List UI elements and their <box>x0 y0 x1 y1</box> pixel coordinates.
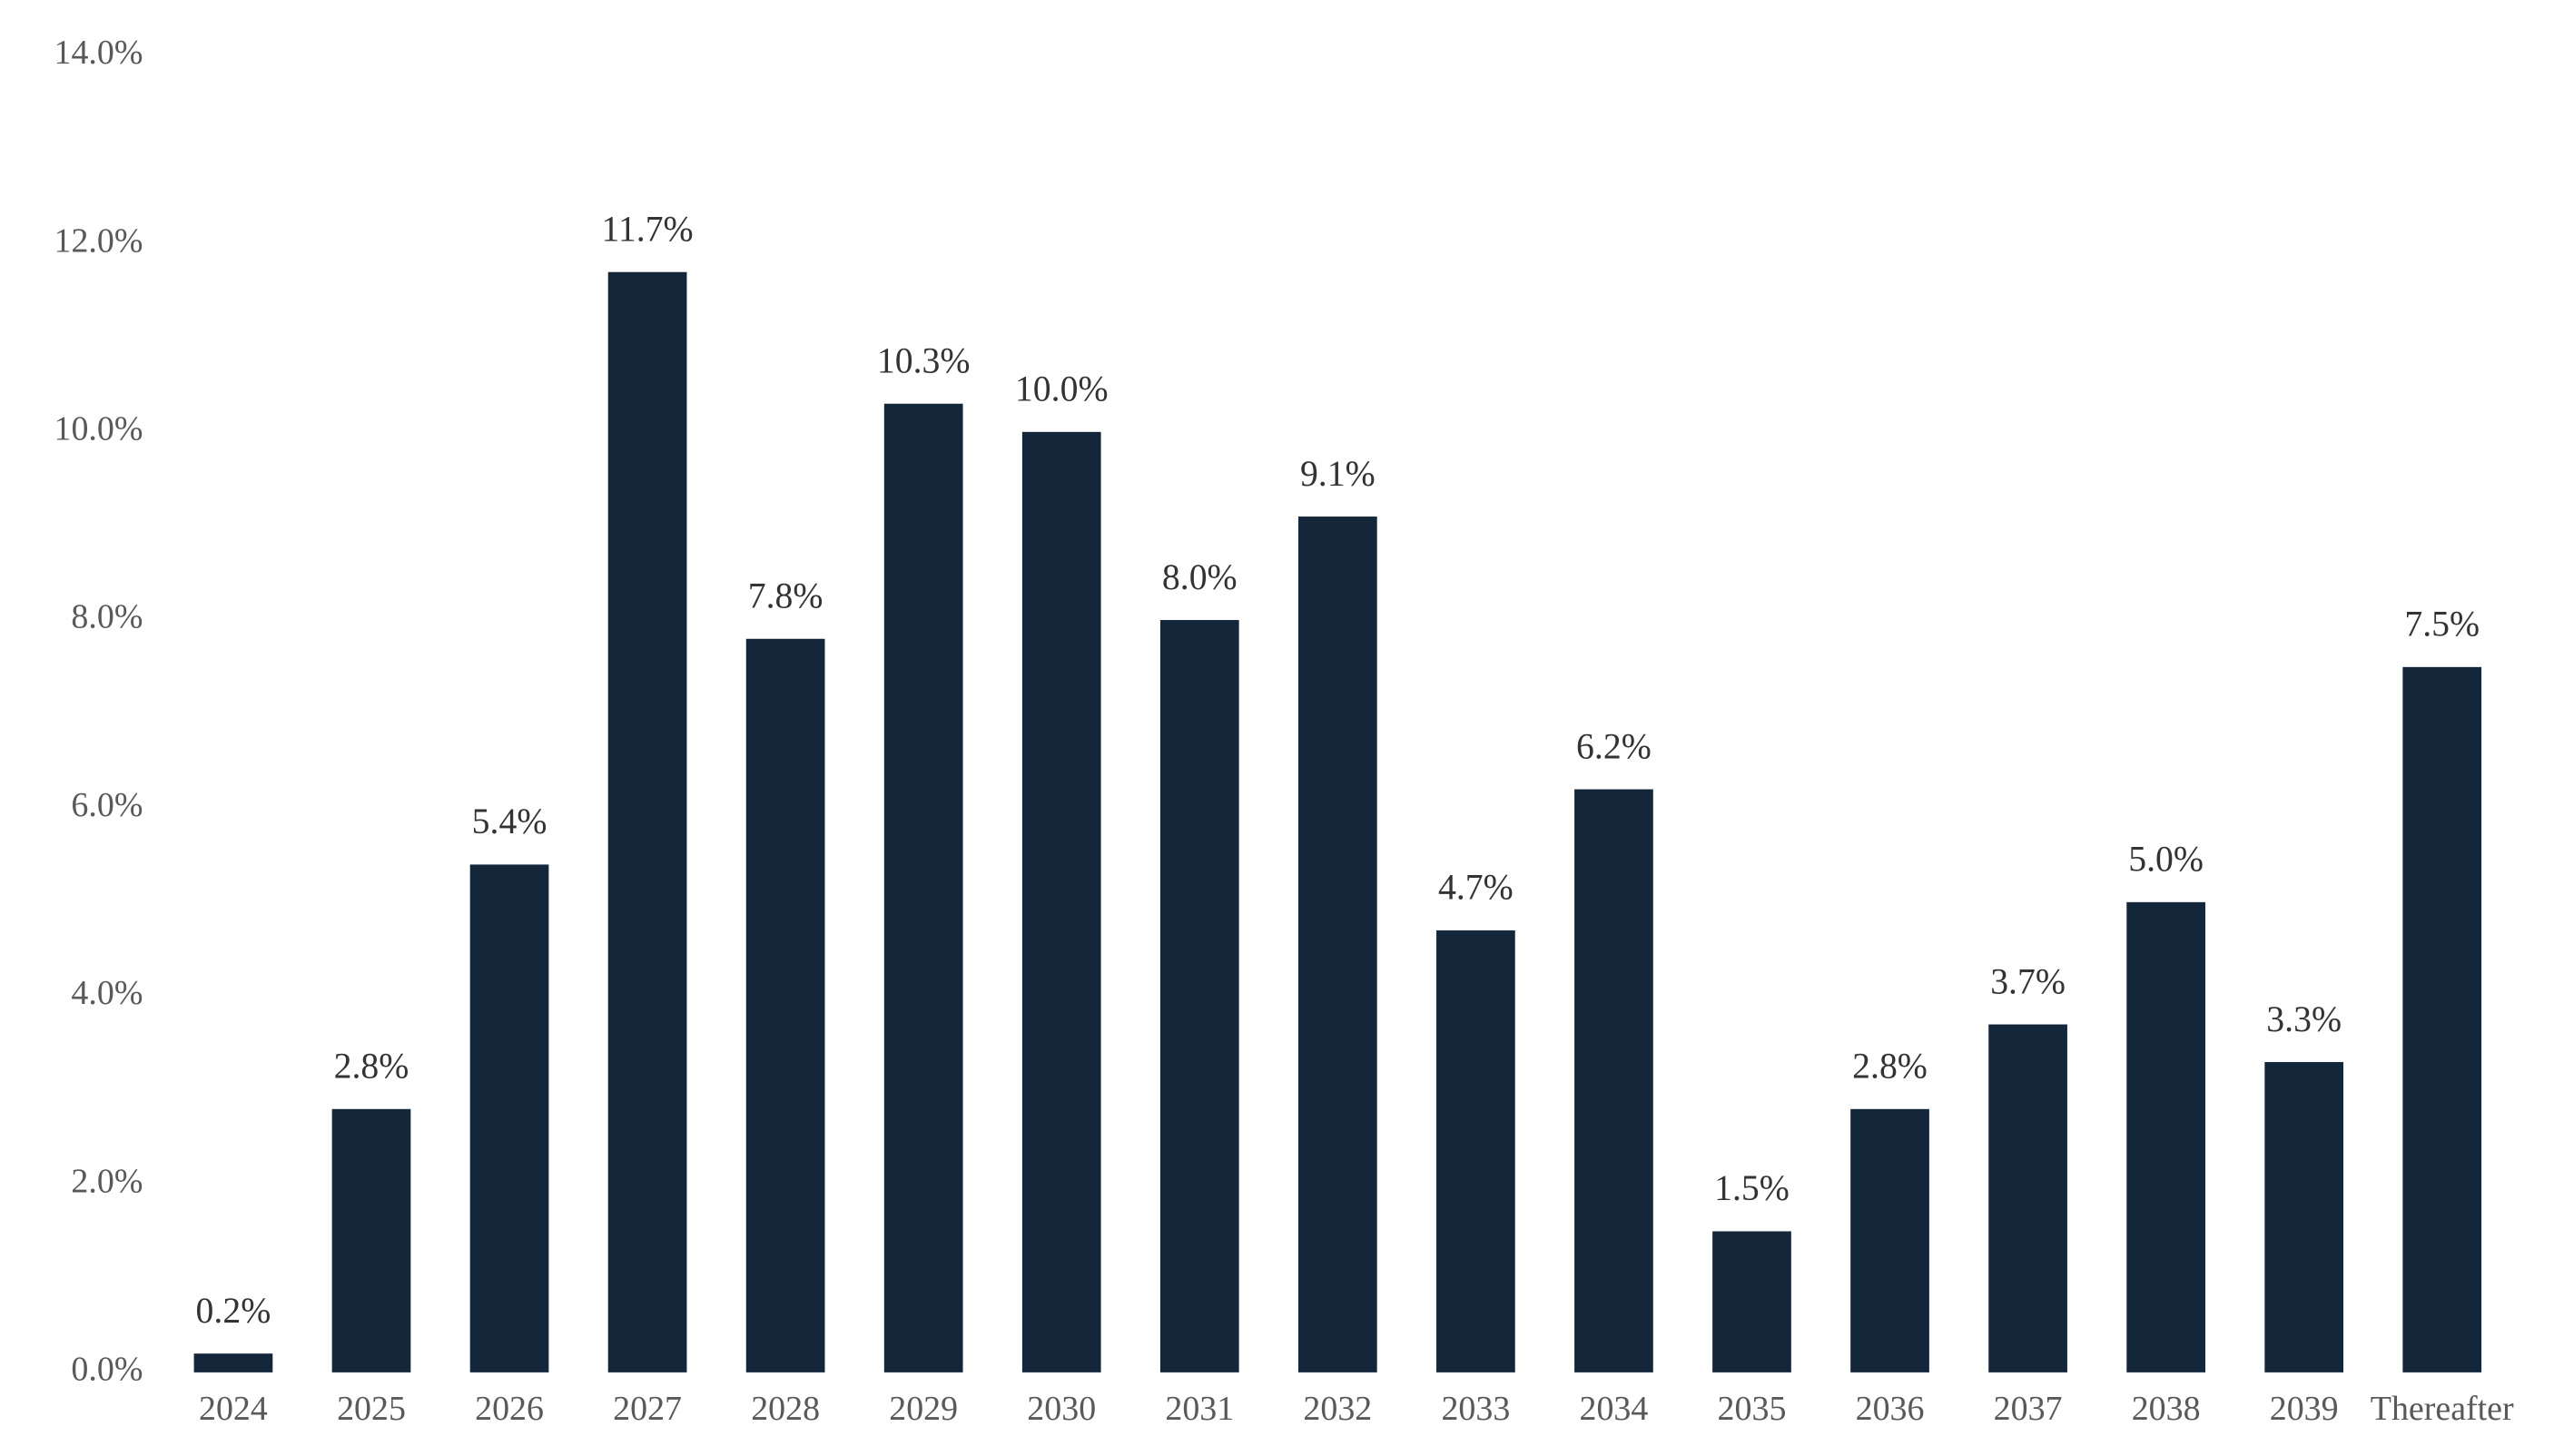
x-tick-label: 2031 <box>1165 1390 1234 1428</box>
value-label: 4.7% <box>1438 868 1514 908</box>
value-label: 5.4% <box>472 802 547 841</box>
value-label: 6.2% <box>1576 726 1652 766</box>
value-label: 2.8% <box>1852 1047 1928 1087</box>
bar <box>2402 666 2482 1372</box>
x-tick-label: 2037 <box>1994 1390 2063 1428</box>
bar <box>1574 789 1653 1372</box>
y-tick-label: 0.0% <box>71 1351 143 1389</box>
x-tick-label: 2036 <box>1856 1390 1925 1428</box>
bar <box>2264 1061 2344 1372</box>
value-label: 5.0% <box>2128 840 2204 880</box>
bar <box>1436 930 1515 1372</box>
x-tick-label: 2027 <box>613 1390 682 1428</box>
bar <box>883 403 963 1372</box>
bar <box>193 1353 273 1372</box>
value-label: 1.5% <box>1714 1168 1790 1208</box>
value-label: 3.3% <box>2266 999 2342 1039</box>
bar <box>1159 620 1239 1372</box>
x-tick-label: 2025 <box>337 1390 406 1428</box>
x-tick-label: 2039 <box>2270 1390 2339 1428</box>
bar <box>1021 431 1101 1372</box>
bar <box>1988 1024 2067 1372</box>
bar <box>607 271 687 1372</box>
y-tick-label: 4.0% <box>71 974 143 1012</box>
y-tick-label: 6.0% <box>71 786 143 824</box>
value-label: 10.3% <box>877 341 971 381</box>
x-tick-label: 2024 <box>199 1390 268 1428</box>
value-label: 9.1% <box>1300 454 1376 494</box>
x-tick-label: 2033 <box>1441 1390 1510 1428</box>
bar <box>469 864 549 1372</box>
y-tick-label: 12.0% <box>54 221 143 260</box>
bar <box>1712 1231 1791 1372</box>
y-tick-label: 14.0% <box>54 34 143 72</box>
value-label: 3.7% <box>1990 961 2066 1001</box>
value-label: 7.5% <box>2404 605 2480 644</box>
value-label: 0.2% <box>196 1291 271 1331</box>
x-tick-label: 2034 <box>1580 1390 1649 1428</box>
bar <box>745 638 825 1372</box>
bar <box>331 1108 411 1372</box>
y-tick-label: 8.0% <box>71 598 143 636</box>
x-tick-label: 2028 <box>751 1390 820 1428</box>
value-label: 10.0% <box>1015 369 1109 409</box>
value-label: 8.0% <box>1162 557 1238 597</box>
x-tick-label: 2030 <box>1027 1390 1096 1428</box>
bar <box>1850 1108 1929 1372</box>
value-label: 2.8% <box>334 1047 409 1087</box>
x-tick-label: 2035 <box>1718 1390 1787 1428</box>
x-tick-label: 2032 <box>1303 1390 1372 1428</box>
x-tick-label: Thereafter <box>2371 1390 2514 1428</box>
x-tick-label: 2026 <box>475 1390 544 1428</box>
y-tick-label: 2.0% <box>71 1162 143 1200</box>
bar <box>1297 516 1377 1372</box>
x-tick-label: 2038 <box>2132 1390 2201 1428</box>
x-tick-label: 2029 <box>889 1390 958 1428</box>
value-label: 11.7% <box>602 209 694 249</box>
y-tick-label: 10.0% <box>54 410 143 448</box>
value-label: 7.8% <box>748 576 823 616</box>
bar <box>2126 901 2205 1372</box>
